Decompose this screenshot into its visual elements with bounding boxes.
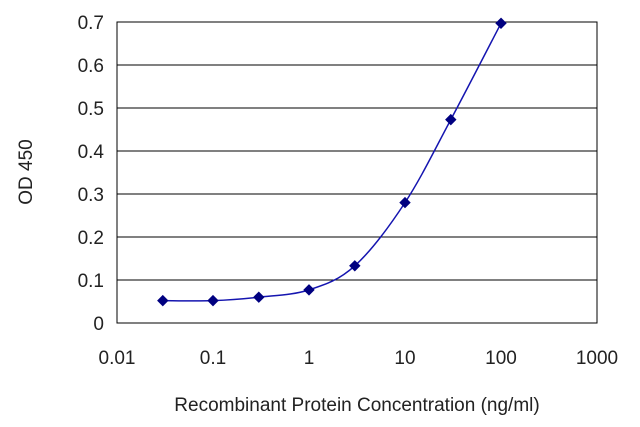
grid-lines [117,64,597,281]
data-point [253,291,265,303]
x-tick-label: 1000 [576,348,618,369]
data-point [495,17,507,29]
data-point [207,294,219,307]
y-tick-label: 0.2 [78,228,104,249]
y-tick-label: 0.1 [78,271,104,292]
y-tick-label: 0.7 [78,13,104,34]
x-tick-label: 10 [394,348,415,369]
data-point [157,294,169,307]
x-tick-label: 0.1 [200,348,226,369]
data-point [399,196,411,209]
y-tick-labels: 0 0.1 0.2 0.3 0.4 0.5 0.6 0.7 [78,13,105,335]
y-tick-label: 0.4 [78,142,105,163]
x-tick-label: 0.01 [99,348,136,369]
data-point [445,113,457,126]
y-tick-label: 0.6 [78,56,104,77]
data-point [303,284,315,296]
x-tick-label: 100 [485,348,517,369]
data-point [349,260,361,272]
y-tick-label: 0.5 [78,99,104,120]
y-tick-label: 0.3 [78,185,104,206]
data-points [157,17,507,307]
x-axis-title: Recombinant Protein Concentration (ng/ml… [174,395,539,416]
x-tick-labels: 0.01 0.1 1 10 100 1000 [99,348,619,369]
plot-area [116,21,598,324]
y-tick-label: 0 [93,314,104,335]
x-tick-label: 1 [304,348,315,369]
y-axis-title: OD 450 [16,139,37,204]
